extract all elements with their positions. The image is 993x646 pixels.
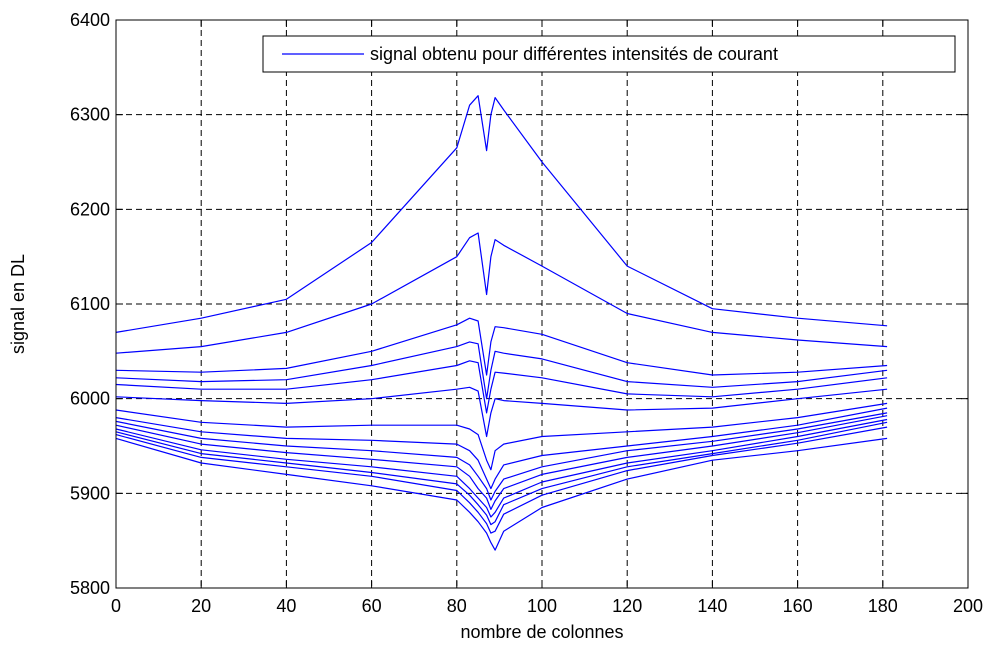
x-tick-label: 20 [191, 596, 211, 616]
y-tick-labels: 5800 5900 6000 6100 6200 6300 6400 [70, 10, 110, 598]
y-tick-label: 6200 [70, 199, 110, 219]
x-tick-label: 60 [362, 596, 382, 616]
series-line-11 [115, 418, 888, 518]
x-tick-labels: 0 20 40 60 80 100 120 140 160 180 200 [111, 596, 983, 616]
series-line-5 [115, 360, 888, 414]
series-line-1 [115, 95, 888, 333]
series-line-6 [115, 386, 888, 438]
series-layer [115, 95, 888, 551]
series-line-9 [115, 412, 888, 501]
legend-label: signal obtenu pour différentes intensité… [370, 44, 778, 64]
y-tick-label: 5800 [70, 578, 110, 598]
x-tick-label: 40 [276, 596, 296, 616]
x-tick-label: 0 [111, 596, 121, 616]
x-tick-label: 160 [783, 596, 813, 616]
y-tick-label: 6100 [70, 294, 110, 314]
x-axis-label: nombre de colonnes [460, 622, 623, 642]
series-line-13 [115, 426, 888, 534]
x-tick-label: 80 [447, 596, 467, 616]
x-tick-label: 100 [527, 596, 557, 616]
legend: signal obtenu pour différentes intensité… [262, 35, 956, 73]
y-tick-label: 6400 [70, 10, 110, 30]
legend-box [262, 35, 956, 73]
series-line-10 [115, 415, 888, 510]
series-line-4 [115, 341, 888, 400]
y-tick-label: 6000 [70, 389, 110, 409]
series-line-2 [115, 232, 888, 354]
x-tick-label: 120 [612, 596, 642, 616]
y-tick-label: 5900 [70, 483, 110, 503]
y-tick-label: 6300 [70, 105, 110, 125]
series-line-14 [115, 437, 888, 551]
y-axis-label: signal en DL [8, 254, 28, 354]
series-line-12 [115, 421, 888, 526]
x-tick-label: 140 [697, 596, 727, 616]
axis-ticks [115, 19, 969, 589]
series-line-7 [115, 402, 888, 471]
series-line-3 [115, 317, 888, 376]
x-tick-label: 180 [868, 596, 898, 616]
series-line-8 [115, 407, 888, 490]
x-tick-label: 200 [953, 596, 983, 616]
